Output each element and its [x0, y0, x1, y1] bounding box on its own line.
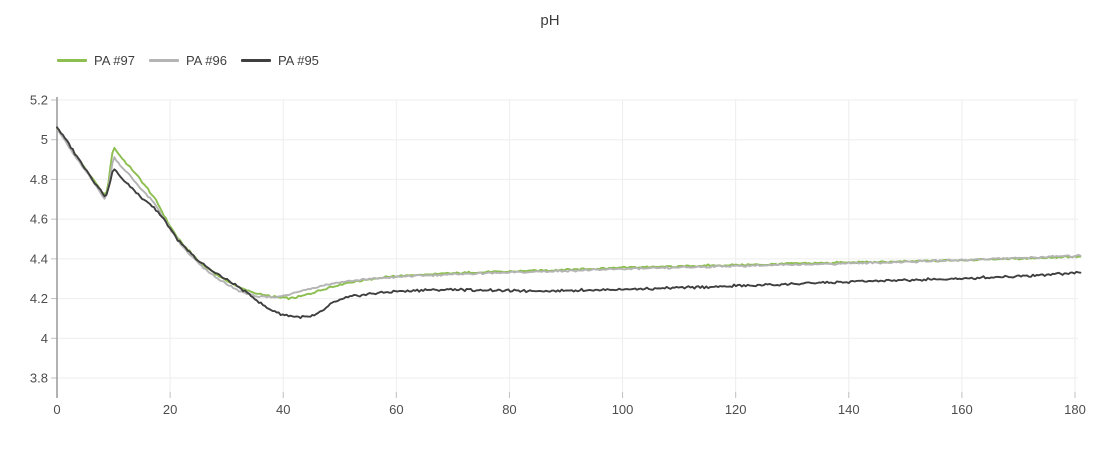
legend-item-pa-96: PA #96: [148, 53, 227, 68]
y-tick-label: 4.4: [30, 251, 48, 266]
legend-item-pa-97: PA #97: [57, 53, 135, 68]
legend-label-pa-97: PA #97: [94, 53, 135, 68]
legend-item-pa-95: PA #95: [240, 53, 319, 68]
x-tick-label: 120: [725, 402, 747, 417]
x-tick-label: 40: [276, 402, 290, 417]
y-tick-label: 5.2: [30, 93, 48, 108]
x-tick-label: 60: [389, 402, 403, 417]
x-tick-label: 80: [502, 402, 516, 417]
y-tick-label: 4.6: [30, 212, 48, 227]
x-tick-label: 0: [53, 402, 60, 417]
chart-title: pH: [540, 12, 560, 29]
y-tick-label: 4.2: [30, 291, 48, 306]
y-tick-label: 4: [41, 331, 48, 346]
legend-swatch-pa-97: [57, 59, 87, 62]
y-tick-label: 5: [41, 132, 48, 147]
chart-legend: PA #97 PA #96 PA #95: [57, 53, 319, 68]
x-tick-label: 20: [163, 402, 177, 417]
series-line-pa-95: [56, 126, 1082, 320]
y-tick-label: 4.8: [30, 172, 48, 187]
legend-swatch-pa-95: [240, 59, 271, 62]
legend-label-pa-95: PA #95: [277, 53, 319, 68]
y-tick-label: 3.8: [30, 371, 48, 386]
legend-swatch-pa-96: [148, 59, 179, 62]
x-tick-label: 100: [612, 402, 634, 417]
x-tick-label: 140: [838, 402, 860, 417]
x-tick-label: 160: [951, 402, 973, 417]
x-tick-label: 180: [1064, 402, 1086, 417]
series-line-pa-96: [56, 128, 1082, 299]
legend-label-pa-96: PA #96: [185, 53, 227, 68]
